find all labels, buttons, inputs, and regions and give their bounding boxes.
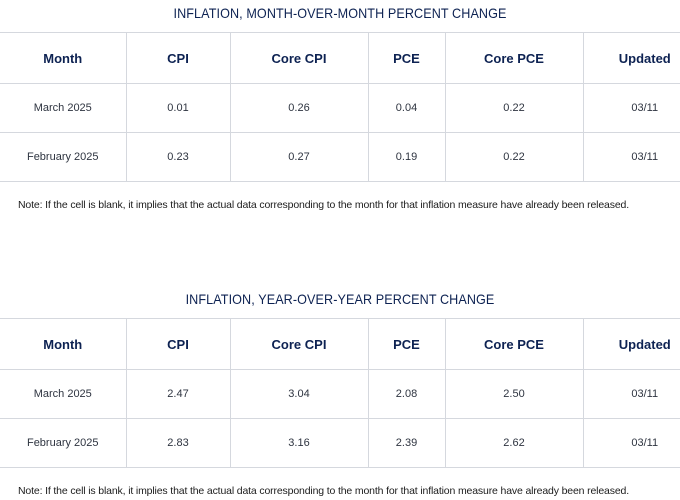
cell-core-cpi: 0.26 — [229, 83, 369, 133]
table-row: March 2025 2.47 3.04 2.08 2.50 03/11 — [0, 369, 680, 419]
column-header-cpi: CPI — [125, 318, 231, 370]
cell-month: February 2025 — [0, 132, 127, 182]
column-header-core-pce: Core PCE — [444, 32, 584, 84]
column-header-core-cpi: Core CPI — [229, 318, 369, 370]
column-header-cpi: CPI — [125, 32, 231, 84]
yoy-inflation-table: Month CPI Core CPI PCE Core PCE Updated … — [0, 318, 680, 468]
cell-cpi: 2.47 — [125, 369, 231, 419]
mom-inflation-table: Month CPI Core CPI PCE Core PCE Updated … — [0, 32, 680, 182]
cell-pce: 2.08 — [367, 369, 446, 419]
cell-cpi: 0.01 — [125, 83, 231, 133]
cell-core-pce: 2.50 — [444, 369, 584, 419]
column-header-updated: Updated — [582, 318, 680, 370]
mom-table-title: INFLATION, MONTH-OVER-MONTH PERCENT CHAN… — [173, 5, 507, 21]
table-row: February 2025 0.23 0.27 0.19 0.22 03/11 — [0, 132, 680, 182]
cell-cpi: 2.83 — [125, 418, 231, 468]
table-header-row: Month CPI Core CPI PCE Core PCE Updated — [0, 318, 680, 370]
cell-updated: 03/11 — [582, 369, 680, 419]
cell-month: March 2025 — [0, 83, 127, 133]
mom-table-note: Note: If the cell is blank, it implies t… — [18, 199, 629, 211]
cell-pce: 0.19 — [367, 132, 446, 182]
cell-core-pce: 0.22 — [444, 83, 584, 133]
cell-pce: 0.04 — [367, 83, 446, 133]
column-header-core-pce: Core PCE — [444, 318, 584, 370]
cell-month: February 2025 — [0, 418, 127, 468]
cell-core-pce: 2.62 — [444, 418, 584, 468]
cell-month: March 2025 — [0, 369, 127, 419]
table-header-row: Month CPI Core CPI PCE Core PCE Updated — [0, 32, 680, 84]
cell-updated: 03/11 — [582, 83, 680, 133]
column-header-month: Month — [0, 32, 127, 84]
cell-core-cpi: 3.16 — [229, 418, 369, 468]
cell-core-pce: 0.22 — [444, 132, 584, 182]
cell-updated: 03/11 — [582, 132, 680, 182]
column-header-core-cpi: Core CPI — [229, 32, 369, 84]
table-row: February 2025 2.83 3.16 2.39 2.62 03/11 — [0, 418, 680, 468]
cell-updated: 03/11 — [582, 418, 680, 468]
cell-core-cpi: 0.27 — [229, 132, 369, 182]
yoy-table-title: INFLATION, YEAR-OVER-YEAR PERCENT CHANGE — [185, 291, 495, 307]
cell-pce: 2.39 — [367, 418, 446, 468]
column-header-month: Month — [0, 318, 127, 370]
column-header-pce: PCE — [367, 32, 446, 84]
cell-cpi: 0.23 — [125, 132, 231, 182]
table-row: March 2025 0.01 0.26 0.04 0.22 03/11 — [0, 83, 680, 133]
yoy-table-note: Note: If the cell is blank, it implies t… — [18, 485, 629, 497]
column-header-pce: PCE — [367, 318, 446, 370]
column-header-updated: Updated — [582, 32, 680, 84]
cell-core-cpi: 3.04 — [229, 369, 369, 419]
